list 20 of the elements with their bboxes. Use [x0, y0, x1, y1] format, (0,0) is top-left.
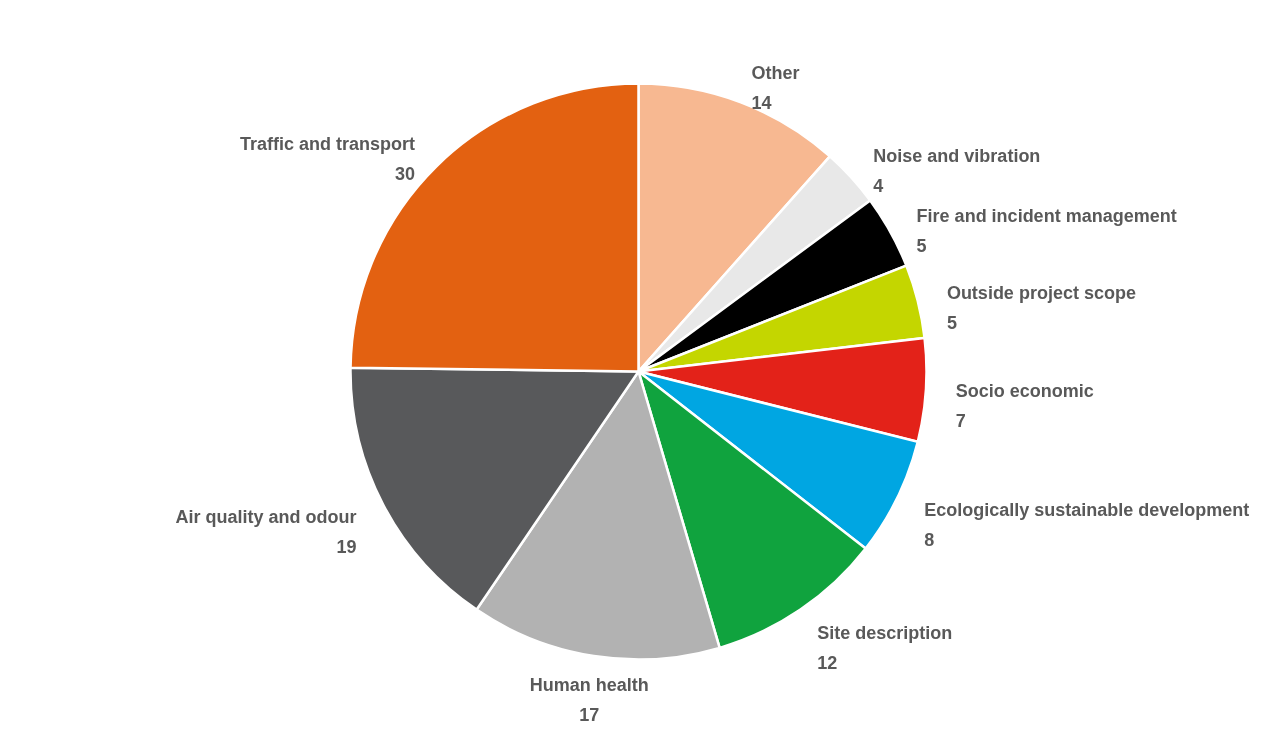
data-label: 5 — [946, 312, 957, 333]
data-label: 12 — [817, 653, 838, 674]
slice-label: Socio economic — [955, 381, 1094, 402]
slice-label: Human health — [529, 674, 649, 695]
data-label: 30 — [395, 164, 416, 185]
data-label: 7 — [955, 411, 966, 432]
data-label: 19 — [336, 537, 357, 558]
data-label: 4 — [873, 176, 884, 197]
data-label: 14 — [751, 93, 772, 114]
slice-label: Outside project scope — [946, 282, 1136, 303]
slice-label: Other — [751, 63, 800, 84]
slice-label: Site description — [817, 623, 953, 644]
slice-label: Fire and incident management — [916, 206, 1177, 227]
data-label: 8 — [924, 530, 935, 551]
slice-label: Ecologically sustainable development — [924, 500, 1250, 521]
slice-label: Traffic and transport — [240, 134, 416, 155]
data-label: 17 — [579, 704, 600, 725]
data-label: 5 — [916, 236, 927, 257]
slice-label: Air quality and odour — [175, 507, 357, 528]
slice-label: Noise and vibration — [873, 146, 1041, 167]
